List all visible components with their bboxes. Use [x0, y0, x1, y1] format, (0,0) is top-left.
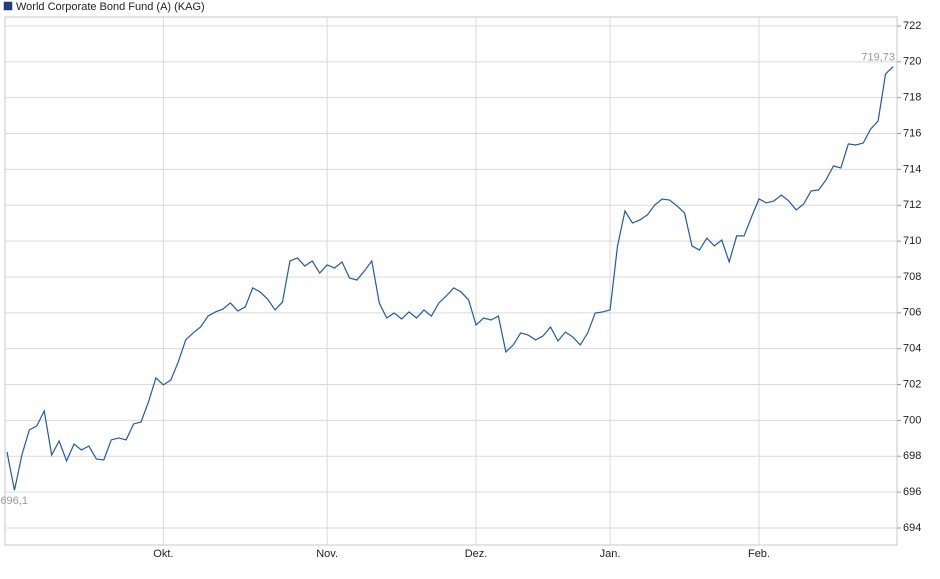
y-tick-label: 720: [903, 56, 921, 68]
x-tick-label: Okt.: [153, 548, 173, 560]
value-label: 719,73: [861, 52, 895, 64]
value-label: 696,1: [0, 495, 28, 507]
y-tick-label: 722: [903, 20, 921, 32]
y-tick-label: 708: [903, 271, 921, 283]
x-tick-label: Dez.: [465, 548, 488, 560]
y-tick-label: 710: [903, 235, 921, 247]
y-tick-label: 716: [903, 127, 921, 139]
y-tick-label: 696: [903, 486, 921, 498]
y-tick-label: 698: [903, 450, 921, 462]
legend-label: World Corporate Bond Fund (A) (KAG): [16, 1, 205, 13]
y-tick-label: 706: [903, 307, 921, 319]
x-tick-label: Jan.: [600, 548, 621, 560]
y-tick-label: 718: [903, 92, 921, 104]
x-tick-label: Nov.: [316, 548, 338, 560]
y-tick-label: 714: [903, 163, 921, 175]
y-tick-label: 700: [903, 414, 921, 426]
legend-swatch: [3, 1, 13, 11]
y-tick-label: 694: [903, 522, 921, 534]
y-tick-label: 712: [903, 199, 921, 211]
plot-frame: [4, 16, 898, 546]
x-tick-label: Feb.: [748, 548, 770, 560]
data-line: [6, 66, 894, 491]
y-tick-label: 702: [903, 378, 921, 390]
y-tick-label: 704: [903, 343, 921, 355]
